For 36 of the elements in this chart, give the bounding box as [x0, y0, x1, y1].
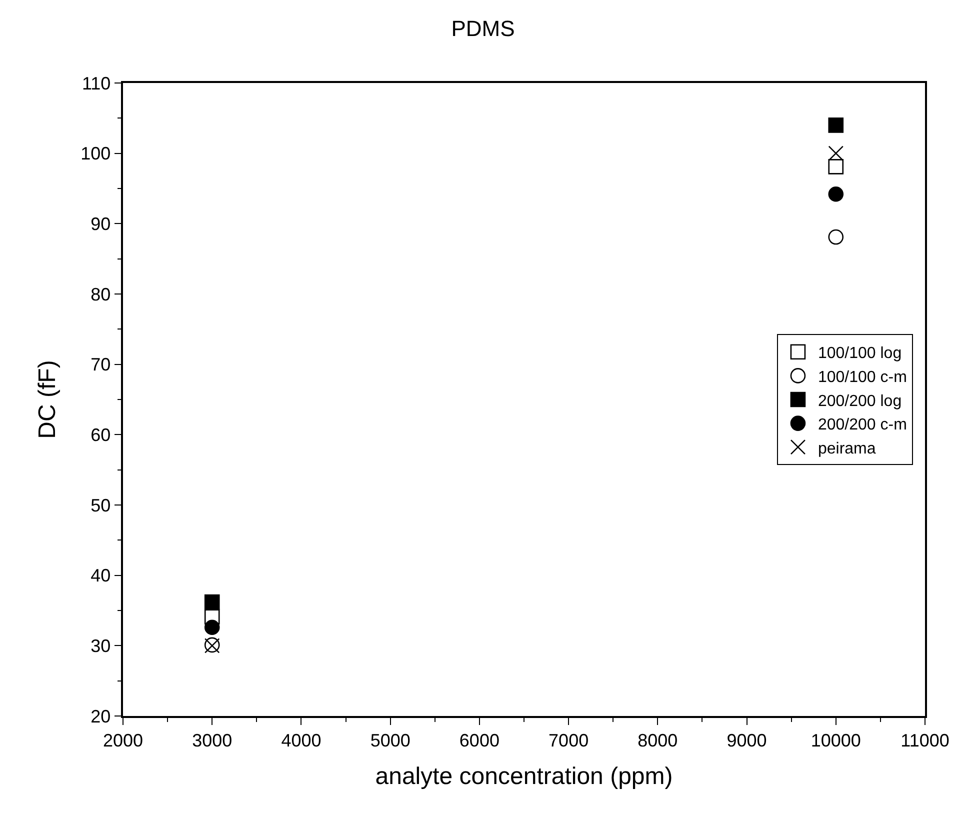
x-tick-label: 2000 [102, 730, 144, 750]
x-tick-label: 5000 [370, 730, 410, 750]
y-tick-label: 110 [82, 73, 111, 94]
point [828, 146, 844, 161]
legend-label: 200/200 c-m [818, 416, 907, 434]
point [204, 609, 220, 624]
legend-label: 100/100 log [818, 345, 902, 362]
y-tick-label: 20 [90, 706, 111, 726]
legend-label: 100/100 c-m [818, 368, 907, 386]
chart-title: PDMS [451, 16, 515, 41]
x-tick-label: 4000 [281, 730, 322, 750]
point [204, 594, 220, 610]
point [204, 620, 220, 636]
point [828, 186, 844, 202]
x-axis-title: analyte concentration (ppm) [375, 763, 673, 790]
x-tick-label: 8000 [638, 730, 678, 750]
point [828, 118, 844, 133]
y-tick-label: 90 [90, 214, 111, 234]
point [828, 229, 844, 245]
point [828, 159, 844, 174]
y-tick-label: 70 [90, 354, 111, 375]
legend-label: peirama [818, 440, 876, 458]
y-tick-label: 100 [80, 144, 111, 164]
x-tick-label: 11000 [900, 730, 950, 750]
y-axis-title: DC (fF) [34, 360, 62, 439]
x-tick-label: 10000 [810, 730, 861, 750]
x-tick-label: 7000 [548, 730, 589, 750]
y-tick-label: 50 [90, 495, 111, 516]
x-tick-label: 9000 [726, 730, 767, 750]
y-tick-label: 40 [90, 566, 111, 586]
y-tick-label: 30 [90, 636, 111, 656]
x-tick-label: 3000 [192, 730, 232, 750]
y-tick-label: 60 [90, 424, 111, 445]
y-tick-label: 80 [90, 284, 111, 304]
legend-label: 200/200 log [818, 392, 902, 410]
x-tick-label: 6000 [459, 730, 500, 750]
